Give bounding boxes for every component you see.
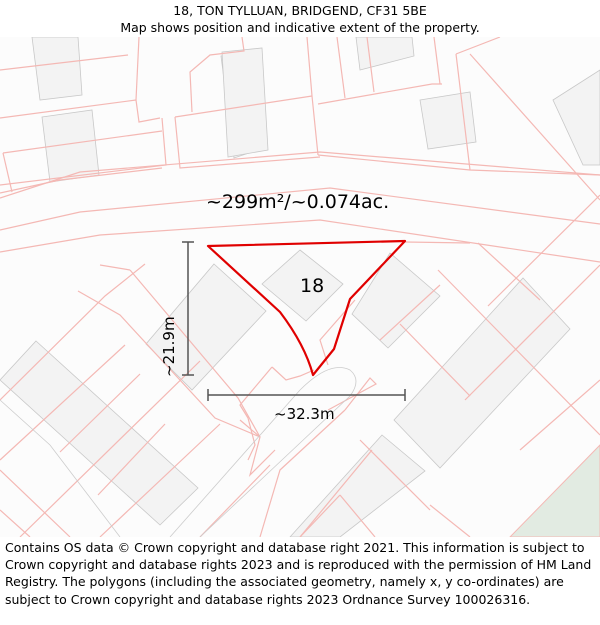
plot-number-label: 18 xyxy=(300,275,325,297)
map-subtitle: Map shows position and indicative extent… xyxy=(120,20,480,35)
property-outline xyxy=(206,239,407,377)
copyright-notice: Contains OS data © Crown copyright and d… xyxy=(5,540,592,607)
map-canvas xyxy=(0,37,600,537)
area-label: ~299m²/~0.074ac. xyxy=(206,191,390,213)
property-map[interactable]: ~299m²/~0.074ac. 18 ~21.9m ~32.3m xyxy=(0,37,600,537)
height-measure-label: ~21.9m xyxy=(160,316,178,377)
green-space xyxy=(509,444,600,537)
measure-lines xyxy=(182,241,406,401)
buildings xyxy=(0,37,600,537)
property-address: 18, TON TYLLUAN, BRIDGEND, CF31 5BE xyxy=(173,3,427,18)
parcel-boundaries xyxy=(0,37,600,537)
road-outline xyxy=(0,367,357,537)
width-measure-label: ~32.3m xyxy=(274,405,335,423)
map-header: 18, TON TYLLUAN, BRIDGEND, CF31 5BE Map … xyxy=(0,0,600,37)
